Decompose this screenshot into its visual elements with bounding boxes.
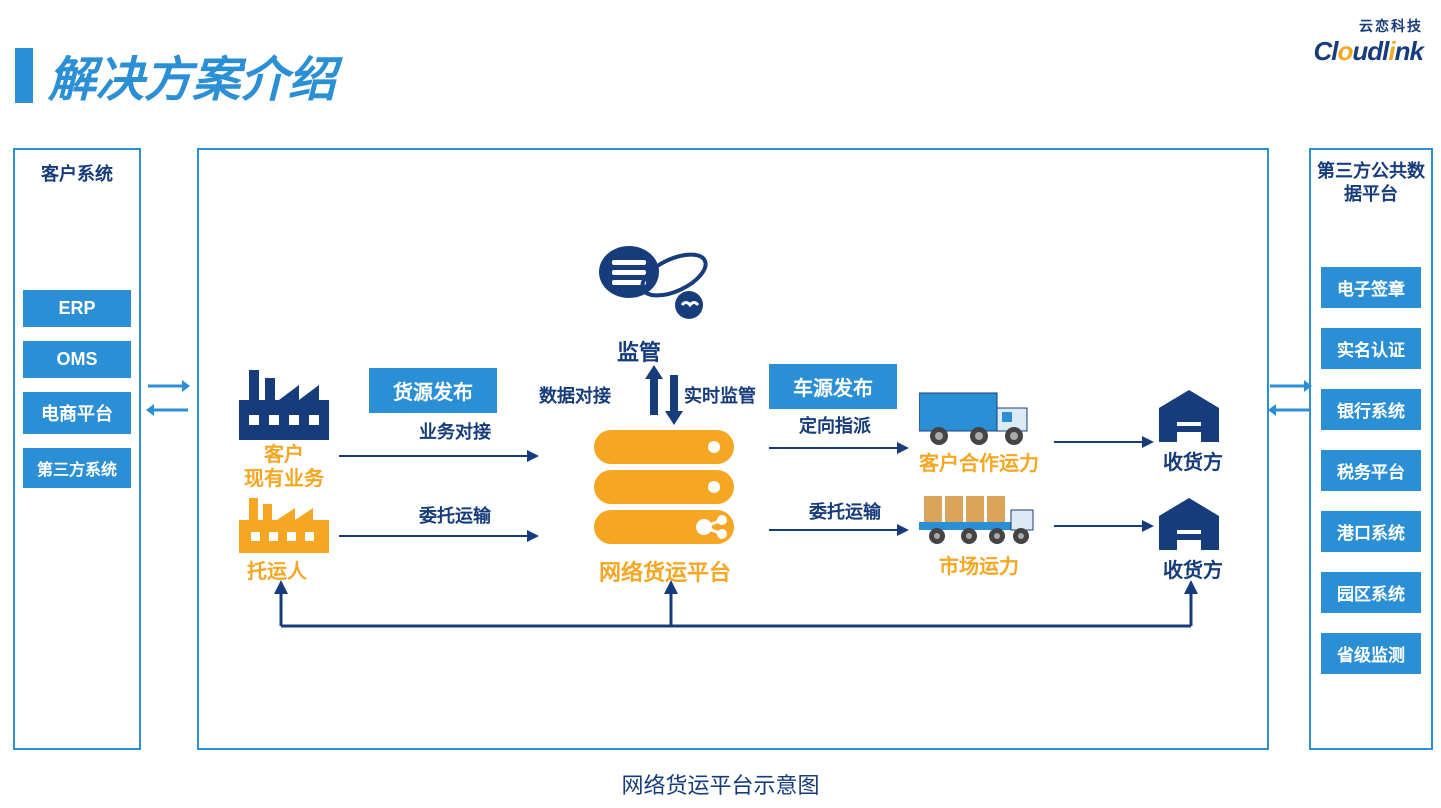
label-biz-docking: 业务对接: [419, 418, 491, 444]
market-label: 市场运力: [939, 550, 1019, 579]
diagram-caption: 网络货运平台示意图: [0, 768, 1441, 800]
customer-label: 客户 现有业务: [234, 443, 334, 491]
monitor-icon: [594, 240, 714, 335]
right-item-4: 港口系统: [1321, 511, 1421, 552]
right-panel-title: 第三方公共数据平台: [1311, 150, 1431, 217]
market-truck-icon: [919, 490, 1039, 553]
arrow-customer-platform: [339, 448, 539, 464]
center-diagram-panel: 监管 网络货运平台: [197, 148, 1269, 750]
right-item-1: 实名认证: [1321, 328, 1421, 369]
right-item-3: 税务平台: [1321, 450, 1421, 491]
arrow-platform-market: [769, 522, 909, 538]
partner-label: 客户合作运力: [919, 447, 1039, 476]
left-panel-customer-systems: 客户系统 ERP OMS 电商平台 第三方系统: [13, 148, 141, 750]
label-realtime-monitor: 实时监管: [684, 382, 756, 408]
right-item-2: 银行系统: [1321, 389, 1421, 430]
right-item-0: 电子签章: [1321, 267, 1421, 308]
partner-truck-icon: [919, 388, 1039, 453]
shipper-factory-icon: [239, 498, 329, 558]
left-item-erp: ERP: [23, 290, 131, 327]
left-item-3rd: 第三方系统: [23, 448, 131, 488]
arrow-market-recv2: [1054, 518, 1154, 534]
title-accent-bar: [15, 48, 33, 103]
feedback-loop: [271, 580, 1201, 640]
platform-server-icon: [594, 430, 734, 555]
left-item-oms: OMS: [23, 341, 131, 378]
label-delegate-1: 委托运输: [419, 502, 491, 528]
tag-source-publish: 货源发布: [369, 368, 497, 413]
logo-english: Cloudlink: [1314, 36, 1423, 67]
arrow-platform-partner: [769, 440, 909, 456]
monitor-platform-arrows-icon: [639, 365, 689, 430]
logo-chinese: 云恋科技: [1314, 16, 1423, 36]
page-title: 解决方案介绍: [48, 40, 336, 110]
right-item-5: 园区系统: [1321, 572, 1421, 613]
receiver1-label: 收货方: [1163, 446, 1223, 475]
left-connector-arrows: [146, 370, 190, 426]
tag-vehicle-publish: 车源发布: [769, 364, 897, 409]
arrow-shipper-platform: [339, 528, 539, 544]
label-delegate-2: 委托运输: [809, 498, 881, 524]
receiver2-label: 收货方: [1163, 554, 1223, 583]
customer-factory-icon: [239, 370, 329, 445]
brand-logo: 云恋科技 Cloudlink: [1314, 16, 1423, 67]
receiver1-warehouse-icon: [1159, 390, 1219, 447]
label-directed-dispatch: 定向指派: [799, 412, 871, 438]
left-item-ecom: 电商平台: [23, 392, 131, 434]
right-item-6: 省级监测: [1321, 633, 1421, 674]
receiver2-warehouse-icon: [1159, 498, 1219, 555]
right-connector-arrows: [1268, 370, 1312, 426]
arrow-partner-recv1: [1054, 434, 1154, 450]
left-panel-title: 客户系统: [15, 150, 139, 196]
right-panel-third-party: 第三方公共数据平台 电子签章 实名认证 银行系统 税务平台 港口系统 园区系统 …: [1309, 148, 1433, 750]
label-data-docking: 数据对接: [539, 382, 611, 408]
monitor-label: 监管: [617, 335, 661, 367]
